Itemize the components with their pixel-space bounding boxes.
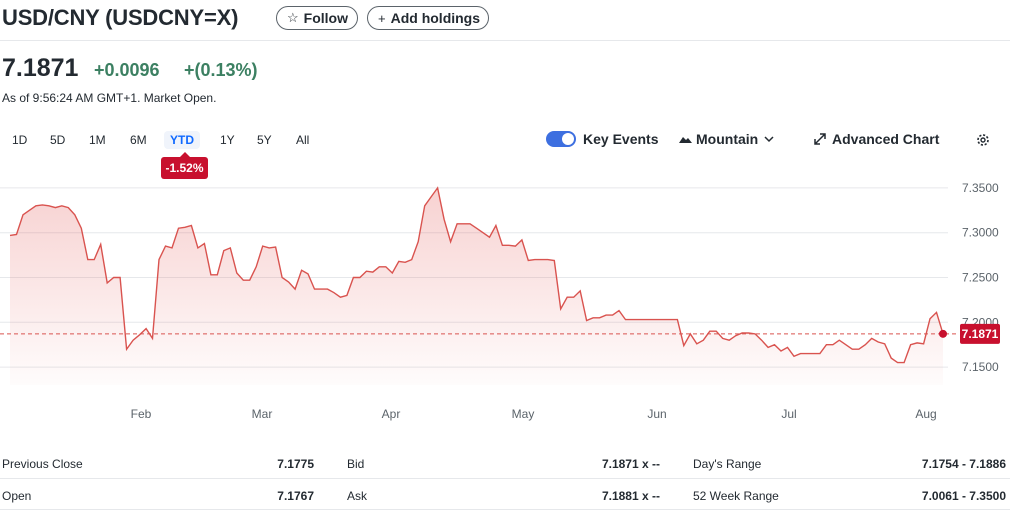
quote-header: [0, 0, 1010, 41]
stat-label-days-range: Day's Range: [693, 457, 762, 471]
stat-label-previous-close: Previous Close: [2, 457, 83, 471]
star-icon: ☆: [287, 10, 299, 25]
stat-label-bid: Bid: [347, 457, 365, 471]
toggle-knob: [562, 133, 574, 145]
follow-button[interactable]: ☆ Follow: [276, 6, 358, 30]
range-1d[interactable]: 1D: [12, 133, 28, 147]
page-title: USD/CNY (USDCNY=X): [2, 5, 239, 30]
y-tick-label: 7.3000: [962, 226, 999, 240]
x-tick-label: Mar: [252, 407, 273, 421]
price-change: +0.0096: [94, 60, 160, 80]
plus-icon: +: [378, 10, 386, 26]
add-holdings-button[interactable]: + Add holdings: [367, 6, 489, 30]
x-tick-label: Feb: [131, 407, 152, 421]
range-1m[interactable]: 1M: [89, 133, 106, 147]
x-tick-label: May: [512, 407, 535, 421]
y-tick-label: 7.1500: [962, 360, 999, 374]
stat-value-previous-close: 7.1775: [277, 457, 314, 471]
last-price-text: 7.1871: [962, 327, 999, 341]
range-1y[interactable]: 1Y: [220, 133, 235, 147]
settings-gear-icon[interactable]: [975, 132, 991, 153]
expand-icon: [814, 133, 826, 145]
x-tick-label: Apr: [382, 407, 401, 421]
key-events-toggle[interactable]: [546, 131, 576, 147]
stat-value-days-range: 7.1754 - 7.1886: [921, 457, 1006, 471]
chart-type-dropdown[interactable]: Mountain: [679, 131, 774, 147]
last-price-dot: [939, 329, 947, 338]
advanced-chart-label: Advanced Chart: [832, 131, 940, 147]
x-tick-label: Aug: [915, 407, 936, 421]
stat-value-52-week-range: 7.0061 - 7.3500: [921, 489, 1006, 503]
chevron-down-icon: [764, 136, 774, 143]
last-price-label: 7.1871: [960, 323, 1000, 344]
row-divider: [0, 478, 1010, 479]
x-tick-label: Jun: [647, 407, 666, 421]
price-change-percent: +(0.13%): [184, 60, 258, 80]
add-holdings-label: Add holdings: [390, 10, 481, 26]
stat-label-ask: Ask: [347, 489, 368, 503]
as-of-timestamp: As of 9:56:24 AM GMT+1. Market Open.: [2, 91, 217, 105]
y-tick-label: 7.3500: [962, 181, 999, 195]
key-events-label[interactable]: Key Events: [583, 131, 659, 147]
range-6m[interactable]: 6M: [130, 133, 147, 147]
ytd-change-badge: -1.52%: [161, 152, 208, 179]
range-5d[interactable]: 5D: [50, 133, 66, 147]
stat-label-52-week-range: 52 Week Range: [693, 489, 779, 503]
price-line: [9, 186, 944, 364]
x-tick-label: Jul: [781, 407, 796, 421]
row-divider: [0, 509, 1010, 510]
range-5y[interactable]: 5Y: [257, 133, 272, 147]
chart-type-label: Mountain: [696, 131, 759, 147]
mountain-icon: [679, 137, 692, 143]
range-all[interactable]: All: [296, 133, 310, 147]
y-tick-label: 7.2500: [962, 271, 999, 285]
stat-value-ask: 7.1881 x --: [601, 489, 660, 503]
stat-label-open: Open: [2, 489, 32, 503]
range-ytd[interactable]: YTD: [164, 131, 200, 149]
price-area: [10, 187, 943, 385]
stat-value-open: 7.1767: [277, 489, 314, 503]
follow-label: Follow: [303, 10, 348, 26]
stat-value-bid: 7.1871 x --: [601, 457, 660, 471]
current-price: 7.1871: [2, 54, 79, 82]
advanced-chart-button[interactable]: Advanced Chart: [814, 131, 939, 147]
